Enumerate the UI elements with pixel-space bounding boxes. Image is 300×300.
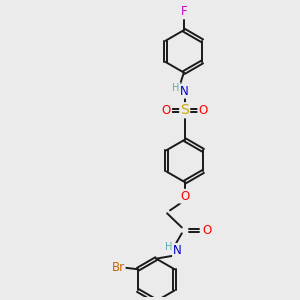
Text: N: N	[180, 85, 189, 98]
Text: N: N	[173, 244, 182, 257]
Text: O: O	[203, 224, 212, 237]
Text: S: S	[180, 103, 189, 117]
Text: O: O	[180, 190, 189, 203]
Text: Br: Br	[112, 261, 125, 274]
Text: O: O	[198, 104, 208, 117]
Text: O: O	[162, 104, 171, 117]
Text: H: H	[165, 242, 172, 252]
Text: F: F	[181, 5, 187, 18]
Text: H: H	[172, 82, 180, 93]
